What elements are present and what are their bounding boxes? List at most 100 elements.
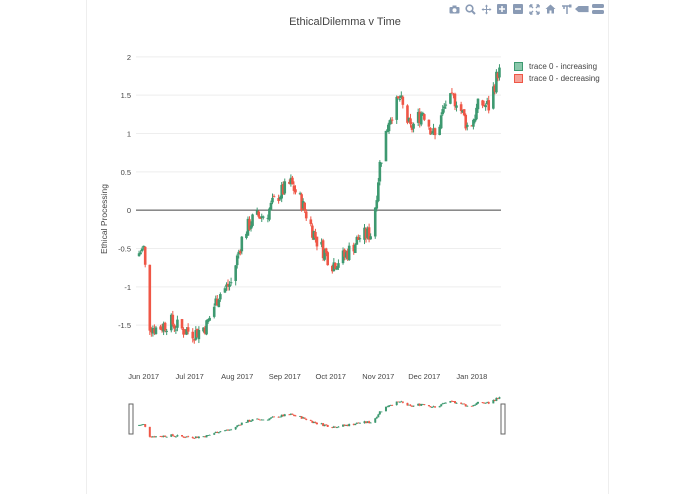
candle-body-increasing bbox=[299, 193, 302, 194]
y-tick-label: -1 bbox=[124, 283, 131, 292]
candle-body-increasing bbox=[141, 249, 144, 252]
slider-body-decreasing bbox=[463, 403, 465, 404]
slider-body-decreasing bbox=[164, 436, 166, 437]
slider-body-increasing bbox=[155, 436, 157, 437]
candle-body-increasing bbox=[449, 93, 452, 104]
candle-body-decreasing bbox=[305, 212, 308, 219]
slider-body-decreasing bbox=[429, 406, 431, 407]
candle-body-increasing bbox=[224, 288, 227, 292]
slider-body-increasing bbox=[370, 423, 372, 424]
slider-body-decreasing bbox=[434, 406, 436, 407]
slider-body-increasing bbox=[198, 437, 200, 438]
slider-body-increasing bbox=[337, 427, 339, 428]
candle-body-decreasing bbox=[257, 212, 260, 217]
y-tick-label: 2 bbox=[127, 53, 131, 62]
y-tick-label: 1 bbox=[127, 130, 131, 139]
candle-body-increasing bbox=[241, 237, 244, 252]
candle-body-increasing bbox=[443, 106, 446, 108]
slider-body-decreasing bbox=[316, 423, 318, 424]
candle-body-increasing bbox=[441, 109, 444, 114]
y-tick-label: 0 bbox=[127, 206, 131, 215]
candle-body-decreasing bbox=[434, 128, 437, 135]
range-slider-left-handle[interactable] bbox=[129, 404, 133, 434]
candle-body-decreasing bbox=[181, 319, 184, 328]
candle-body-increasing bbox=[498, 68, 501, 78]
candle-body-increasing bbox=[375, 200, 378, 208]
candle-body-increasing bbox=[176, 320, 179, 328]
candle-body-decreasing bbox=[451, 93, 454, 94]
slider-body-increasing bbox=[166, 437, 168, 438]
candle-body-decreasing bbox=[294, 189, 297, 192]
slider-body-increasing bbox=[440, 404, 442, 406]
candle-body-increasing bbox=[412, 124, 415, 129]
candle-body-decreasing bbox=[429, 128, 432, 135]
slider-body-decreasing bbox=[327, 425, 329, 427]
candle-body-decreasing bbox=[191, 332, 194, 339]
slider-body-increasing bbox=[466, 406, 468, 407]
candle-body-increasing bbox=[377, 182, 380, 201]
x-tick-label: Jul 2017 bbox=[175, 372, 203, 381]
slider-body-increasing bbox=[359, 423, 361, 424]
candle-body-increasing bbox=[475, 108, 478, 119]
slider-body-increasing bbox=[477, 402, 479, 404]
candle-body-increasing bbox=[395, 97, 398, 120]
candle-body-increasing bbox=[228, 284, 231, 286]
y-tick-label: -0.5 bbox=[118, 245, 131, 254]
y-tick-label: 0.5 bbox=[121, 168, 131, 177]
x-tick-label: Dec 2017 bbox=[408, 372, 440, 381]
slider-body-increasing bbox=[284, 414, 286, 416]
slider-body-increasing bbox=[348, 424, 350, 426]
slider-body-increasing bbox=[252, 419, 254, 421]
candle-body-increasing bbox=[270, 203, 273, 210]
range-slider-right-handle[interactable] bbox=[501, 404, 505, 434]
range-slider[interactable] bbox=[133, 392, 501, 443]
candle-body-decreasing bbox=[149, 265, 152, 331]
candle-body-increasing bbox=[250, 225, 253, 228]
y-tick-label: -1.5 bbox=[118, 321, 131, 330]
slider-body-decreasing bbox=[273, 417, 275, 418]
slider-body-decreasing bbox=[391, 405, 393, 406]
candle-body-increasing bbox=[155, 327, 158, 334]
slider-body-decreasing bbox=[172, 434, 174, 435]
candle-body-increasing bbox=[484, 105, 487, 107]
candle-body-increasing bbox=[271, 198, 274, 203]
candle-body-increasing bbox=[283, 181, 286, 193]
slider-body-decreasing bbox=[144, 424, 146, 427]
slider-body-decreasing bbox=[294, 416, 296, 417]
candle-body-increasing bbox=[262, 217, 265, 218]
candle-body-increasing bbox=[175, 330, 178, 331]
slider-body-decreasing bbox=[258, 419, 260, 420]
slider-body-increasing bbox=[431, 407, 433, 408]
candle-body-increasing bbox=[251, 214, 254, 225]
candle-body-decreasing bbox=[173, 325, 176, 329]
slider-body-decreasing bbox=[193, 438, 195, 439]
candle-body-decreasing bbox=[409, 118, 412, 124]
slider-body-increasing bbox=[413, 406, 415, 407]
candle-body-decreasing bbox=[310, 219, 313, 224]
x-tick-label: Sep 2017 bbox=[269, 372, 301, 381]
candle-body-increasing bbox=[213, 307, 216, 317]
candle-body-increasing bbox=[477, 99, 480, 110]
candle-body-increasing bbox=[205, 320, 208, 334]
slider-body-increasing bbox=[250, 421, 252, 422]
slider-body-increasing bbox=[380, 412, 382, 413]
slider-body-decreasing bbox=[428, 405, 430, 406]
x-tick-label: Jan 2018 bbox=[456, 372, 487, 381]
candle-body-increasing bbox=[466, 125, 469, 127]
slider-body-decreasing bbox=[310, 420, 312, 421]
candle-body-increasing bbox=[218, 300, 221, 307]
candle-body-decreasing bbox=[423, 114, 426, 120]
slider-body-increasing bbox=[209, 435, 211, 436]
candle-body-increasing bbox=[359, 238, 362, 239]
slider-body-decreasing bbox=[291, 414, 293, 415]
slider-body-increasing bbox=[235, 427, 237, 429]
slider-body-increasing bbox=[175, 437, 177, 438]
candle-body-increasing bbox=[348, 246, 351, 260]
candle-body-increasing bbox=[398, 99, 401, 100]
candle-body-decreasing bbox=[172, 315, 175, 325]
slider-body-increasing bbox=[218, 432, 220, 433]
slider-body-decreasing bbox=[149, 427, 151, 437]
x-tick-label: Nov 2017 bbox=[362, 372, 394, 381]
slider-body-decreasing bbox=[460, 403, 462, 404]
